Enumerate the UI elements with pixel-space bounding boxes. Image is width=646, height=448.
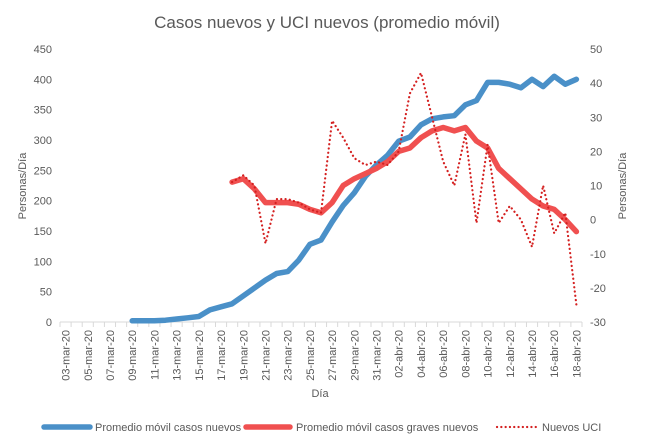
series-casos-nuevos-line: [129, 73, 580, 324]
x-tick-label: 09-mar-20: [127, 330, 139, 381]
x-tick-label: 18-abr-20: [571, 330, 583, 378]
x-tick-label: 06-abr-20: [438, 330, 450, 378]
legend-label: Promedio móvil casos graves nuevos: [296, 422, 479, 434]
x-tick-label: 21-mar-20: [260, 330, 272, 381]
legend-label: Nuevos UCI: [542, 422, 601, 434]
x-tick-label: 16-abr-20: [549, 330, 561, 378]
y-left-tick-label: 450: [34, 44, 52, 56]
legend-label: Promedio móvil casos nuevos: [95, 422, 242, 434]
y-axis-left: 0 50 100 150 200 250 300 350 400 450: [34, 44, 52, 329]
y-right-tick-label: 0: [590, 215, 596, 227]
x-tick-label: 03-mar-20: [61, 330, 73, 381]
y-left-tick-label: 350: [34, 105, 52, 117]
chart-title: Casos nuevos y UCI nuevos (promedio móvi…: [154, 13, 500, 32]
x-tick-label: 14-abr-20: [527, 330, 539, 378]
x-tick-label: 15-mar-20: [194, 330, 206, 381]
y-right-tick-label: 50: [590, 44, 602, 56]
y-axis-right: -30 -20 -10 0 10 20 30 40 50: [590, 44, 606, 329]
y-right-tick-label: 20: [590, 146, 602, 158]
y-left-tick-label: 150: [34, 226, 52, 238]
y-axis-left-label: Personas/Día: [17, 152, 29, 220]
series-casos-graves-line: [229, 124, 580, 235]
y-left-tick-label: 50: [40, 287, 52, 299]
x-tick-label: 19-mar-20: [238, 330, 250, 381]
y-left-tick-label: 400: [34, 74, 52, 86]
y-right-tick-label: 40: [590, 78, 602, 90]
legend: Promedio móvil casos nuevos Promedio móvi…: [41, 422, 601, 434]
x-tick-label: 02-abr-20: [394, 330, 406, 378]
y-left-tick-label: 0: [46, 317, 52, 329]
x-tick-label: 27-mar-20: [327, 330, 339, 381]
y-left-tick-label: 100: [34, 256, 52, 268]
x-tick-label: 05-mar-20: [83, 330, 95, 381]
x-tick-label: 17-mar-20: [216, 330, 228, 381]
x-tick-label: 31-mar-20: [372, 330, 384, 381]
y-right-tick-label: -10: [590, 249, 606, 261]
x-tick-label: 11-mar-20: [149, 330, 161, 380]
x-tick-label: 29-mar-20: [349, 330, 361, 381]
plot-area: [129, 71, 580, 324]
x-tick-label: 13-mar-20: [172, 330, 184, 381]
x-axis: 03-mar-20 05-mar-20 07-mar-20 09-mar-20 11-m…: [59, 321, 583, 381]
x-tick-label: 08-abr-20: [460, 330, 472, 378]
y-right-tick-label: 30: [590, 112, 602, 124]
y-axis-right-label: Personas/Día: [617, 152, 629, 220]
x-tick-label: 12-abr-20: [505, 330, 517, 378]
y-left-tick-label: 300: [34, 135, 52, 147]
y-left-tick-label: 250: [34, 165, 52, 177]
x-tick-label: 23-mar-20: [283, 330, 295, 381]
x-tick-label: 25-mar-20: [305, 330, 317, 381]
y-left-tick-label: 200: [34, 196, 52, 208]
x-tick-label: 10-abr-20: [483, 330, 495, 378]
y-right-tick-label: -20: [590, 283, 606, 295]
y-right-tick-label: -30: [590, 317, 606, 329]
y-right-tick-label: 10: [590, 181, 602, 193]
x-tick-label: 07-mar-20: [105, 330, 117, 381]
x-tick-label: 04-abr-20: [416, 330, 428, 378]
x-axis-label: Día: [311, 388, 329, 400]
series-nuevos-uci-line: [231, 71, 578, 306]
